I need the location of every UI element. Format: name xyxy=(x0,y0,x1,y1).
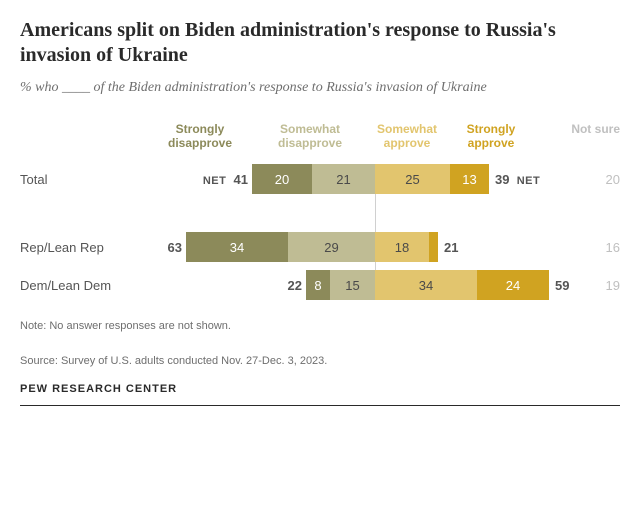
chart-title: Americans split on Biden administration'… xyxy=(20,18,620,68)
not-sure-value: 16 xyxy=(570,240,620,255)
seg-somewhat-approve: 25 xyxy=(375,164,450,194)
net-approve: 39 NET xyxy=(495,172,540,187)
seg-somewhat-disapprove: 29 xyxy=(288,232,375,262)
chart-row: TotalNET 412120251339 NET20 xyxy=(20,164,620,194)
chart-area: TotalNET 412120251339 NET20Rep/Lean Rep6… xyxy=(20,164,620,300)
net-disapprove: 63 xyxy=(158,240,182,255)
legend-somewhat-disapprove: Somewhat disapprove xyxy=(265,122,355,151)
not-sure-value: 20 xyxy=(570,172,620,187)
row-label: Dem/Lean Dem xyxy=(20,278,135,293)
seg-strongly-approve: 13 xyxy=(450,164,489,194)
bottom-rule xyxy=(20,405,620,406)
chart-subtitle: % who ____ of the Biden administration's… xyxy=(20,78,620,98)
seg-somewhat-approve: 34 xyxy=(375,270,477,300)
row-label: Rep/Lean Rep xyxy=(20,240,135,255)
seg-strongly-disapprove: 8 xyxy=(306,270,330,300)
net-disapprove: NET 41 xyxy=(192,172,248,187)
legend-not-sure: Not sure xyxy=(570,122,620,151)
chart-row: Dem/Lean Dem 22 158 3424 5919 xyxy=(20,270,620,300)
row-label: Total xyxy=(20,172,135,187)
legend-strongly-approve: Strongly approve xyxy=(455,122,527,151)
legend-row: Strongly disapprove Somewhat disapprove … xyxy=(20,122,620,151)
seg-strongly-approve xyxy=(429,232,438,262)
seg-somewhat-disapprove: 15 xyxy=(330,270,375,300)
net-disapprove: 22 xyxy=(278,278,302,293)
net-approve: 59 xyxy=(555,278,569,293)
legend-strongly-disapprove: Strongly disapprove xyxy=(155,122,245,151)
net-approve: 21 xyxy=(444,240,458,255)
not-sure-value: 19 xyxy=(570,278,620,293)
footer-brand: PEW RESEARCH CENTER xyxy=(20,383,620,405)
seg-strongly-disapprove: 20 xyxy=(252,164,312,194)
seg-strongly-disapprove: 34 xyxy=(186,232,288,262)
chart-row: Rep/Lean Rep 63 2934 18 21 16 xyxy=(20,232,620,262)
seg-somewhat-disapprove: 21 xyxy=(312,164,375,194)
chart-source: Source: Survey of U.S. adults conducted … xyxy=(20,353,620,370)
seg-strongly-approve: 24 xyxy=(477,270,549,300)
legend-somewhat-approve: Somewhat approve xyxy=(365,122,449,151)
seg-somewhat-approve: 18 xyxy=(375,232,429,262)
chart-note: Note: No answer responses are not shown. xyxy=(20,318,620,335)
